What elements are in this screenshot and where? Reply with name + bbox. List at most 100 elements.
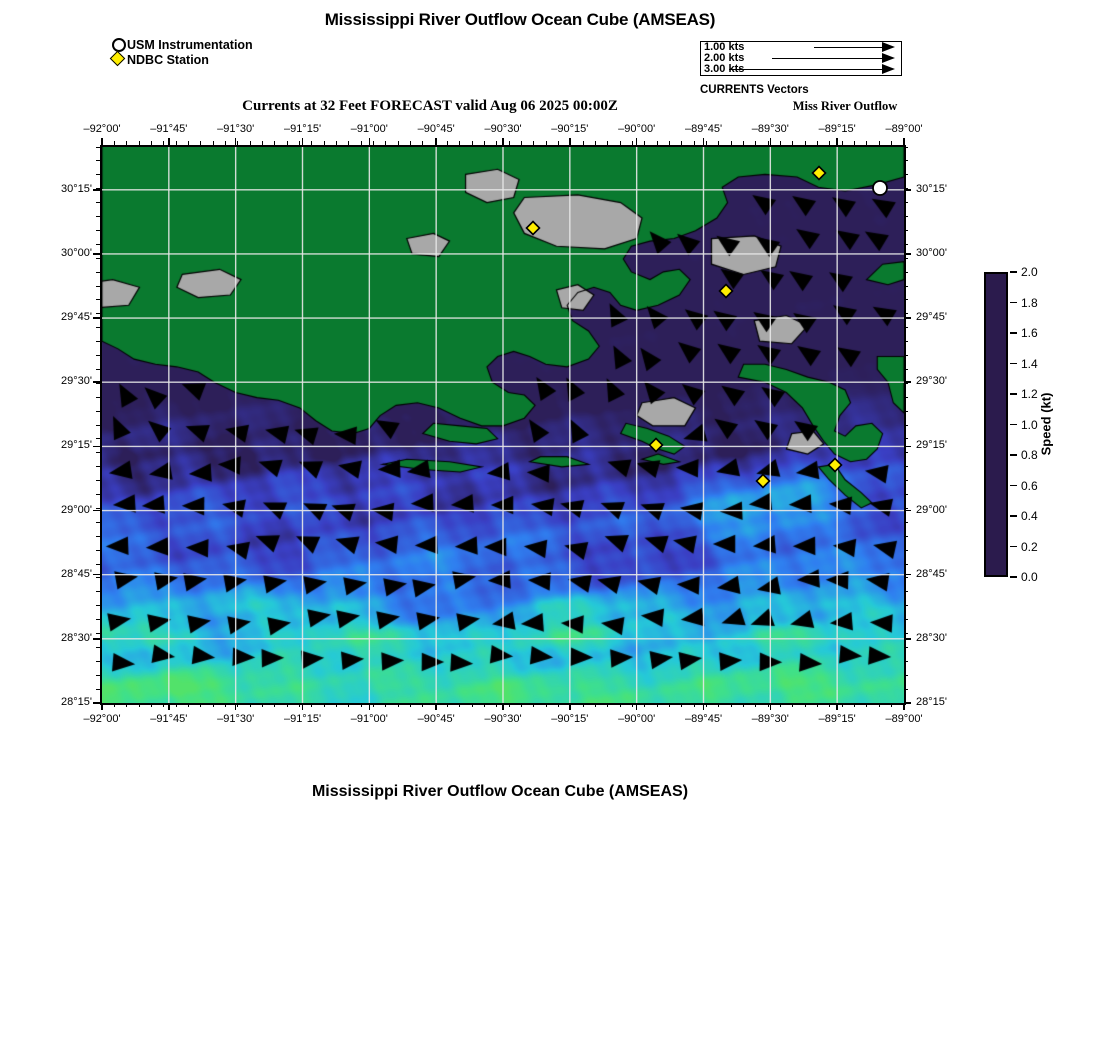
usm-instrument-1[interactable] bbox=[872, 180, 888, 196]
axis-label-x-top: –91°30' bbox=[217, 123, 255, 135]
axis-minor-tick-y-right bbox=[904, 438, 908, 440]
axis-minor-tick-y-right bbox=[904, 396, 908, 398]
colorbar-tick-label: 0.8 bbox=[1021, 448, 1038, 462]
vector-arrowhead-1 bbox=[882, 42, 895, 52]
axis-minor-tick-x-top bbox=[126, 141, 128, 145]
axis-minor-tick-x-bottom bbox=[471, 703, 473, 707]
axis-minor-tick-x-bottom bbox=[595, 703, 597, 707]
axis-tick-y-right bbox=[904, 445, 911, 448]
axis-minor-tick-x-bottom bbox=[224, 703, 226, 707]
axis-tick-y-left bbox=[93, 702, 100, 704]
colorbar-tick-label: 1.0 bbox=[1021, 417, 1038, 432]
ndbc-station-3[interactable] bbox=[648, 437, 664, 453]
axis-minor-tick-x-top bbox=[508, 141, 510, 145]
colorbar-tick bbox=[1010, 393, 1017, 395]
axis-minor-tick-x-top bbox=[224, 141, 226, 145]
colorbar-tick-label: 0.4 bbox=[1021, 509, 1038, 523]
axis-label-x-bottom: –89°45' bbox=[684, 713, 723, 725]
vector-scale-caption: CURRENTS Vectors bbox=[700, 84, 809, 96]
ndbc-station-5[interactable] bbox=[827, 457, 843, 473]
axis-minor-tick-y-left bbox=[96, 591, 100, 593]
axis-minor-tick-x-top bbox=[163, 141, 165, 145]
axis-minor-tick-x-top bbox=[397, 141, 399, 145]
axis-minor-tick-x-bottom bbox=[582, 703, 584, 707]
axis-minor-tick-x-bottom bbox=[508, 703, 510, 707]
axis-minor-tick-x-top bbox=[212, 141, 214, 145]
axis-minor-tick-y-right bbox=[904, 188, 908, 190]
axis-label-x-top: –89°15' bbox=[818, 123, 856, 135]
colorbar-tick-label: 1.6 bbox=[1021, 326, 1038, 340]
axis-tick-x-bottom bbox=[769, 703, 772, 710]
axis-tick-y-right bbox=[904, 189, 911, 191]
axis-minor-tick-y-left bbox=[96, 271, 100, 273]
vector-scale-row-2: 2.00 kts bbox=[701, 52, 901, 64]
axis-minor-tick-x-bottom bbox=[743, 703, 745, 707]
colorbar-tick-label: 2.0 bbox=[1021, 265, 1038, 279]
axis-minor-tick-y-right bbox=[904, 243, 908, 245]
chart-subtitle: Currents at 32 Feet FORECAST valid Aug 0… bbox=[242, 98, 618, 114]
axis-minor-tick-x-bottom bbox=[669, 703, 671, 707]
axis-minor-tick-y-left bbox=[96, 243, 100, 245]
axis-tick-x-top bbox=[903, 138, 905, 145]
ndbc-station-6[interactable] bbox=[811, 165, 827, 181]
colorbar-tick-label: 1.8 bbox=[1021, 295, 1038, 310]
axis-minor-tick-x-top bbox=[274, 141, 276, 145]
axis-minor-tick-y-left bbox=[96, 480, 100, 482]
vector-scale-line-1 bbox=[814, 47, 882, 49]
axis-label-y-right: 28°15' bbox=[916, 696, 947, 708]
axis-tick-x-bottom bbox=[702, 703, 705, 710]
axis-minor-tick-x-top bbox=[718, 141, 720, 145]
axis-minor-tick-x-top bbox=[311, 141, 313, 145]
axis-minor-tick-x-top bbox=[533, 141, 535, 145]
axis-minor-tick-x-bottom bbox=[434, 703, 436, 707]
colorbar-tick bbox=[1010, 484, 1017, 487]
axis-label-x-top: –89°30' bbox=[751, 123, 789, 135]
axis-minor-tick-x-top bbox=[372, 141, 374, 145]
axis-minor-tick-y-right bbox=[904, 410, 908, 412]
axis-minor-tick-x-top bbox=[138, 141, 140, 145]
axis-label-y-left: 29°30' bbox=[61, 375, 92, 388]
axis-tick-x-top bbox=[836, 138, 838, 145]
axis-tick-y-left bbox=[93, 573, 100, 576]
axis-label-y-left: 28°30' bbox=[61, 631, 92, 644]
axis-tick-x-top bbox=[635, 138, 638, 145]
axis-minor-tick-x-bottom bbox=[372, 703, 374, 707]
axis-minor-tick-y-left bbox=[96, 466, 100, 468]
axis-label-y-left: 28°45' bbox=[61, 567, 92, 580]
axis-minor-tick-y-right bbox=[904, 605, 908, 607]
axis-minor-tick-y-right bbox=[904, 229, 908, 231]
legend-label-usm: USM Instrumentation bbox=[127, 37, 253, 52]
colorbar-tick bbox=[1010, 362, 1017, 365]
axis-tick-x-top bbox=[301, 138, 304, 145]
ndbc-station-2[interactable] bbox=[718, 283, 734, 299]
axis-minor-tick-x-bottom bbox=[323, 703, 325, 707]
axis-minor-tick-y-right bbox=[904, 619, 908, 621]
axis-minor-tick-x-bottom bbox=[175, 703, 177, 707]
axis-minor-tick-x-top bbox=[521, 141, 522, 145]
ndbc-station-1[interactable] bbox=[525, 220, 541, 236]
vector-scale-row-3: 3.00 kts bbox=[701, 63, 901, 75]
axis-minor-tick-y-left bbox=[96, 313, 100, 315]
axis-minor-tick-x-bottom bbox=[706, 703, 708, 707]
legend-label-ndbc: NDBC Station bbox=[127, 52, 209, 67]
axis-minor-tick-x-top bbox=[446, 141, 448, 145]
axis-minor-tick-x-top bbox=[335, 141, 337, 145]
axis-label-x-bottom: –89°30' bbox=[751, 713, 789, 725]
axis-minor-tick-y-left bbox=[96, 229, 100, 231]
map-plot-area[interactable] bbox=[100, 145, 906, 705]
axis-label-x-bottom: –91°15' bbox=[283, 713, 322, 725]
axis-minor-tick-x-bottom bbox=[730, 703, 732, 707]
axis-label-x-top: –91°45' bbox=[150, 123, 188, 135]
axis-minor-tick-x-bottom bbox=[619, 703, 621, 707]
axis-minor-tick-y-left bbox=[96, 202, 100, 204]
axis-tick-y-left bbox=[93, 189, 100, 191]
axis-label-y-right: 28°30' bbox=[916, 631, 947, 644]
axis-minor-tick-x-bottom bbox=[792, 703, 794, 707]
axis-minor-tick-y-right bbox=[904, 494, 908, 495]
axis-minor-tick-y-right bbox=[904, 480, 908, 482]
ndbc-station-4[interactable] bbox=[755, 473, 771, 489]
axis-minor-tick-x-bottom bbox=[249, 703, 251, 707]
axis-tick-x-top bbox=[234, 138, 237, 145]
axis-minor-tick-x-bottom bbox=[200, 703, 202, 707]
axis-label-x-top: –89°45' bbox=[684, 123, 723, 135]
